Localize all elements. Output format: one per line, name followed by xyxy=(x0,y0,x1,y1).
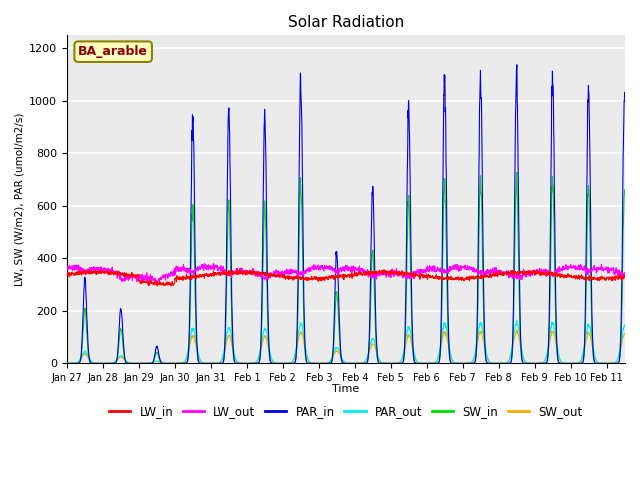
LW_out xyxy=(621,270,628,276)
PAR_out xyxy=(162,360,170,366)
Line: PAR_out: PAR_out xyxy=(67,321,625,363)
PAR_in xyxy=(63,360,71,366)
PAR_in xyxy=(149,359,157,364)
Line: SW_out: SW_out xyxy=(67,330,625,363)
X-axis label: Time: Time xyxy=(332,384,360,395)
LW_in xyxy=(167,283,175,289)
PAR_in xyxy=(276,360,284,366)
Line: LW_out: LW_out xyxy=(67,264,625,283)
PAR_out xyxy=(578,356,586,361)
LW_out xyxy=(151,280,159,286)
PAR_in xyxy=(621,89,628,95)
LW_in xyxy=(578,272,586,278)
LW_in xyxy=(276,273,284,278)
PAR_in xyxy=(513,62,521,68)
SW_in xyxy=(149,359,157,365)
Text: BA_arable: BA_arable xyxy=(78,45,148,58)
LW_in xyxy=(162,283,170,288)
SW_in xyxy=(276,360,284,366)
LW_out xyxy=(209,261,217,266)
PAR_out xyxy=(63,360,71,366)
PAR_out xyxy=(135,360,143,366)
LW_in xyxy=(532,269,540,275)
SW_out xyxy=(621,331,628,336)
LW_in xyxy=(621,274,628,280)
SW_in xyxy=(162,360,170,366)
Y-axis label: LW, SW (W/m2), PAR (umol/m2/s): LW, SW (W/m2), PAR (umol/m2/s) xyxy=(15,113,25,286)
SW_out xyxy=(162,360,170,366)
SW_out xyxy=(63,360,71,366)
PAR_out xyxy=(621,323,628,328)
LW_in xyxy=(149,280,157,286)
SW_in xyxy=(513,169,521,175)
SW_out xyxy=(135,360,143,366)
SW_out xyxy=(513,327,521,333)
SW_out xyxy=(291,354,299,360)
PAR_in xyxy=(291,360,299,365)
Line: SW_in: SW_in xyxy=(67,172,625,363)
LW_in xyxy=(291,275,299,280)
Legend: LW_in, LW_out, PAR_in, PAR_out, SW_in, SW_out: LW_in, LW_out, PAR_in, PAR_out, SW_in, S… xyxy=(104,401,588,423)
LW_in xyxy=(63,270,71,276)
LW_in xyxy=(233,267,241,273)
SW_in xyxy=(532,360,540,366)
SW_out xyxy=(149,360,157,365)
PAR_in xyxy=(135,360,143,366)
PAR_out xyxy=(149,359,157,365)
SW_out xyxy=(276,360,284,366)
LW_out xyxy=(532,270,540,276)
PAR_out xyxy=(276,360,284,366)
PAR_out xyxy=(532,360,540,366)
SW_in xyxy=(578,360,586,366)
Title: Solar Radiation: Solar Radiation xyxy=(288,15,404,30)
LW_out xyxy=(578,264,586,270)
PAR_in xyxy=(578,360,586,366)
PAR_out xyxy=(513,318,521,324)
Line: LW_in: LW_in xyxy=(67,270,625,286)
SW_in xyxy=(135,360,143,366)
LW_out xyxy=(291,267,299,273)
LW_out xyxy=(276,270,284,276)
LW_out xyxy=(149,276,157,282)
SW_in xyxy=(291,360,299,366)
PAR_in xyxy=(162,360,170,366)
LW_out xyxy=(63,264,71,270)
SW_in xyxy=(63,360,71,366)
SW_out xyxy=(532,360,540,366)
SW_in xyxy=(621,187,628,193)
PAR_in xyxy=(532,360,540,366)
PAR_out xyxy=(291,352,299,358)
Line: PAR_in: PAR_in xyxy=(67,65,625,363)
SW_out xyxy=(578,357,586,362)
LW_out xyxy=(162,272,170,277)
